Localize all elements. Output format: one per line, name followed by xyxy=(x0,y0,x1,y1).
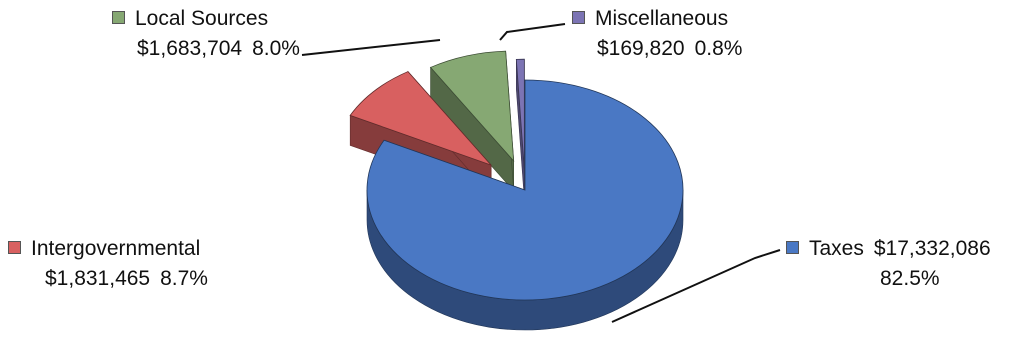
pie-slice-miscellaneous xyxy=(515,58,525,200)
pie-slice-top-intergovernmental xyxy=(349,71,492,166)
label-amount-intergovernmental: $1,831,465 xyxy=(45,267,151,290)
pie-slice-top-local-sources xyxy=(429,50,515,163)
legend-swatch-intergovernmental xyxy=(8,240,21,254)
leader-line-local-sources xyxy=(301,39,441,56)
label-amount-miscellaneous: $169,820 xyxy=(597,37,685,60)
pie-slice-top-miscellaneous xyxy=(515,58,525,170)
pie-slice-top-taxes xyxy=(366,79,684,301)
label-percent-local-sources: 8.0% xyxy=(252,37,300,60)
label-percent-taxes: 82.5% xyxy=(880,267,940,290)
data-label-local-sources: Local Sources $1,683,704 8.0% xyxy=(112,4,300,64)
label-name-local-sources: Local Sources xyxy=(135,7,269,30)
legend-swatch-miscellaneous xyxy=(572,10,585,24)
data-label-miscellaneous: Miscellaneous $169,820 0.8% xyxy=(572,4,742,64)
label-amount-local-sources: $1,683,704 xyxy=(137,37,243,60)
label-name-miscellaneous: Miscellaneous xyxy=(595,7,729,30)
label-amount-taxes: $17,332,086 xyxy=(873,237,991,260)
pie-slice-local-sources xyxy=(429,50,515,192)
label-name-intergovernmental: Intergovernmental xyxy=(31,237,201,260)
leader-line-taxes xyxy=(611,249,781,323)
data-label-taxes: Taxes $17,332,086 82.5% xyxy=(786,234,991,294)
data-label-intergovernmental: Intergovernmental $1,831,465 8.7% xyxy=(8,234,208,294)
pie-slice-taxes xyxy=(366,79,684,331)
label-percent-intergovernmental: 8.7% xyxy=(160,267,208,290)
slices-layer xyxy=(349,50,684,331)
leader-lines xyxy=(301,23,781,323)
label-percent-miscellaneous: 0.8% xyxy=(694,37,743,60)
label-name-taxes: Taxes xyxy=(809,237,864,260)
legend-swatch-local-sources xyxy=(112,10,125,24)
legend-swatch-taxes xyxy=(786,240,799,254)
leader-line-miscellaneous xyxy=(499,23,566,41)
